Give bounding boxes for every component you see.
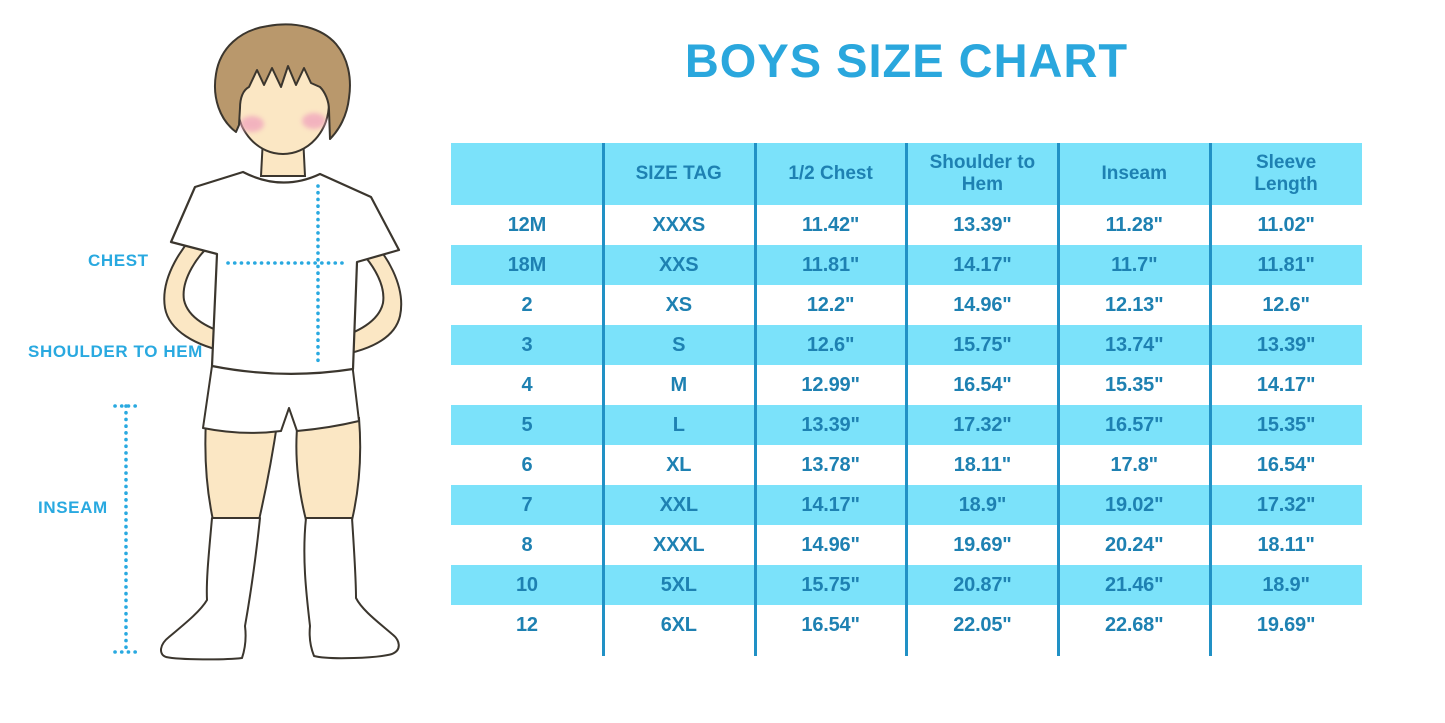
chest-label: CHEST	[88, 251, 149, 270]
column-header-half-chest: 1/2 Chest	[754, 143, 907, 205]
table-cell: 18.11"	[1257, 533, 1315, 556]
table-cell: 12.13"	[1105, 293, 1164, 316]
column-header-inseam: Inseam	[1058, 143, 1211, 205]
table-cell: 7	[521, 493, 533, 516]
table-cell: 14.96"	[801, 533, 860, 556]
table-cell: 12M	[507, 213, 547, 236]
table-cell: XS	[665, 293, 692, 316]
table-cell: 18.11"	[953, 453, 1012, 476]
table-cell: 15.35"	[1256, 413, 1316, 436]
table-cell: 18.9"	[958, 493, 1007, 516]
column-header-sleeve-length: Sleeve Length	[1210, 143, 1362, 205]
column-divider	[753, 143, 757, 656]
table-cell: 16.57"	[1105, 413, 1164, 436]
column-divider	[905, 143, 909, 656]
table-cell: XXXL	[653, 533, 705, 556]
table-cell: 18.9"	[1262, 573, 1310, 596]
table-cell: 13.39"	[801, 413, 860, 436]
right-blush	[302, 113, 326, 129]
table-cell: 17.32"	[1256, 493, 1316, 516]
table-cell: 16.54"	[1256, 453, 1316, 476]
hair	[214, 23, 351, 140]
table-cell: XXXS	[652, 213, 706, 236]
table-cell: 13.39"	[1256, 333, 1316, 356]
table-cell: 8	[521, 533, 533, 556]
table-cell: 22.68"	[1105, 613, 1164, 636]
table-cell: 3	[521, 333, 533, 356]
table-cell: 22.05"	[953, 613, 1012, 636]
table-cell: 19.02"	[1105, 493, 1164, 516]
column-divider	[1209, 143, 1212, 656]
table-cell: XXL	[659, 493, 698, 516]
left-blush	[240, 116, 264, 132]
table-cell: S	[672, 333, 686, 356]
table-cell: 19.69"	[953, 533, 1012, 556]
table-cell: 11.7"	[1111, 253, 1158, 276]
table-header-row: SIZE TAG 1/2 Chest Shoulder to Hem Insea…	[451, 143, 1362, 205]
right-sock	[303, 517, 400, 660]
table-cell: 20.87"	[953, 573, 1012, 596]
table-cell: 16.54"	[801, 613, 860, 636]
table-cell: 14.96"	[953, 293, 1012, 316]
table-cell: 17.32"	[953, 413, 1012, 436]
table-cell: 15.35"	[1105, 373, 1164, 396]
table-cell: 6XL	[660, 613, 697, 636]
table-cell: 19.69"	[1256, 613, 1316, 636]
table-cell: 12.99"	[801, 373, 860, 396]
table-cell: M	[670, 373, 688, 396]
table-cell: XL	[666, 453, 692, 476]
table-cell: 15.75"	[953, 333, 1012, 356]
table-cell: 15.75"	[801, 573, 860, 596]
table-cell: 6	[521, 453, 533, 476]
table-cell: 2	[521, 293, 533, 316]
size-table: SIZE TAG 1/2 Chest Shoulder to Hem Insea…	[451, 143, 1362, 656]
column-header-size	[451, 143, 603, 205]
table-cell: 14.17"	[801, 493, 860, 516]
table-cell: 5XL	[660, 573, 697, 596]
table-cell: 20.24"	[1105, 533, 1164, 556]
table-cell: 11.42"	[801, 213, 860, 236]
left-sock	[160, 517, 261, 661]
column-divider	[1057, 143, 1061, 656]
table-cell: 17.8"	[1110, 453, 1159, 476]
column-header-size-tag: SIZE TAG	[602, 143, 755, 205]
table-cell: 16.54"	[953, 373, 1012, 396]
page-title: BOYS SIZE CHART	[684, 34, 1129, 87]
table-cell: 5	[521, 413, 533, 436]
t-shirt	[169, 170, 401, 375]
table-cell: 12.2"	[806, 293, 855, 316]
table-cell: 14.17"	[953, 253, 1012, 276]
column-header-shoulder-to-hem: Shoulder to Hem	[906, 143, 1059, 205]
boy-illustration	[113, 23, 403, 661]
table-cell: 12	[515, 613, 538, 636]
table-cell: 12.6"	[806, 333, 855, 356]
table-cell: 13.78"	[801, 453, 860, 476]
table-cell: XXS	[659, 253, 699, 276]
table-cell: 12.6"	[1262, 293, 1310, 316]
table-cell: 11.81"	[801, 253, 860, 276]
table-cell: 14.17"	[1256, 373, 1316, 396]
table-cell: 11.81"	[1257, 253, 1315, 276]
inseam-label: INSEAM	[38, 498, 108, 517]
table-cell: 11.28"	[1105, 213, 1163, 236]
table-cell: 21.46"	[1105, 573, 1164, 596]
shoulder-to-hem-label: SHOULDER TO HEM	[28, 342, 203, 361]
table-cell: 10	[515, 573, 538, 596]
table-cell: L	[672, 413, 685, 436]
column-divider	[601, 143, 605, 656]
table-cell: 4	[521, 373, 533, 396]
table-cell: 18M	[507, 253, 547, 276]
table-cell: 13.74"	[1105, 333, 1164, 356]
right-leg	[295, 417, 362, 521]
table-cell: 11.02"	[1257, 213, 1315, 236]
table-cell: 13.39"	[953, 213, 1012, 236]
